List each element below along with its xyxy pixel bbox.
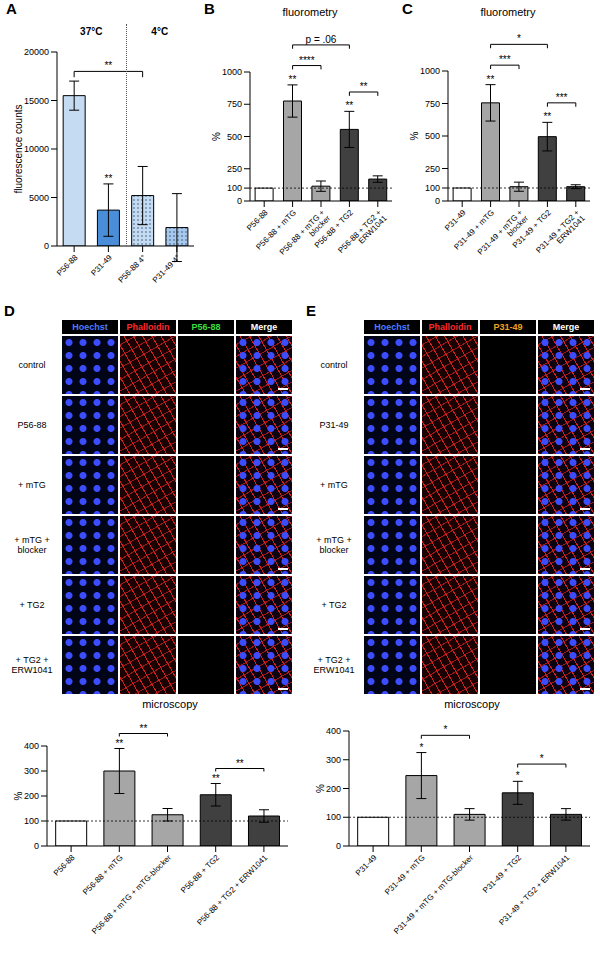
svg-text:P31-49: P31-49 (354, 853, 379, 878)
svg-text:300: 300 (24, 766, 39, 776)
svg-text:*: * (517, 33, 521, 44)
svg-text:**: ** (487, 74, 495, 85)
svg-text:fluorescence counts: fluorescence counts (13, 105, 24, 194)
svg-text:**: ** (140, 723, 148, 734)
svg-text:P31-49 4°: P31-49 4° (151, 253, 183, 285)
svg-text:500: 500 (227, 132, 242, 142)
svg-text:%: % (13, 791, 24, 800)
svg-text:*: * (516, 770, 520, 781)
svg-text:*: * (443, 724, 447, 735)
svg-text:***: *** (556, 92, 568, 103)
svg-text:0: 0 (336, 841, 341, 851)
svg-text:P31-49 + TG2: P31-49 + TG2 (481, 853, 523, 895)
svg-text:250: 250 (425, 164, 440, 174)
svg-text:P56-88 + mTG: P56-88 + mTG (81, 853, 125, 897)
svg-text:5000: 5000 (29, 193, 49, 203)
svg-text:1000: 1000 (420, 66, 440, 76)
svg-text:400: 400 (326, 726, 341, 736)
svg-text:10000: 10000 (24, 144, 49, 154)
svg-text:200: 200 (24, 791, 39, 801)
svg-text:**: ** (212, 773, 220, 784)
svg-text:0: 0 (44, 241, 49, 251)
svg-text:**: ** (236, 758, 244, 769)
svg-text:0: 0 (34, 841, 39, 851)
svg-text:P56-88 4°: P56-88 4° (116, 253, 148, 285)
svg-text:***: *** (499, 54, 511, 65)
svg-text:100: 100 (24, 816, 39, 826)
svg-text:20000: 20000 (24, 47, 49, 57)
svg-text:**: ** (115, 738, 123, 749)
svg-text:**: ** (360, 81, 368, 92)
svg-text:p = .06: p = .06 (306, 34, 337, 45)
svg-text:*: * (540, 753, 544, 764)
svg-text:P31-49: P31-49 (443, 208, 468, 233)
svg-text:P56-88 + TG2 + ERW1041: P56-88 + TG2 + ERW1041 (195, 853, 269, 927)
svg-text:*: * (419, 742, 423, 753)
svg-text:P56-88: P56-88 (55, 253, 80, 278)
svg-text:%: % (409, 131, 420, 140)
svg-text:0: 0 (435, 196, 440, 206)
svg-text:P31-49 + TG2 + ERW1041: P31-49 + TG2 + ERW1041 (497, 853, 571, 927)
svg-text:**: ** (105, 173, 113, 184)
svg-text:100: 100 (326, 812, 341, 822)
svg-text:P31-49: P31-49 (89, 253, 114, 278)
svg-text:0: 0 (237, 196, 242, 206)
svg-text:**: ** (289, 74, 297, 85)
svg-text:750: 750 (425, 99, 440, 109)
svg-text:%: % (211, 132, 222, 141)
svg-text:****: **** (299, 55, 315, 66)
svg-text:P31-49 + TG2 +ERW1041: P31-49 + TG2 +ERW1041 (534, 208, 587, 261)
svg-text:**: ** (104, 60, 112, 71)
svg-text:200: 200 (326, 784, 341, 794)
svg-text:300: 300 (326, 755, 341, 765)
svg-text:**: ** (345, 100, 353, 111)
svg-text:P56-88: P56-88 (52, 853, 77, 878)
svg-text:P31-49 + mTG + mTG-blocker: P31-49 + mTG + mTG-blocker (392, 853, 475, 936)
svg-text:P56-88 + mTG + mTG-blocker: P56-88 + mTG + mTG-blocker (90, 853, 173, 936)
svg-text:100: 100 (227, 183, 242, 193)
svg-text:P56-88 + TG2: P56-88 + TG2 (179, 853, 221, 895)
svg-text:1000: 1000 (222, 67, 242, 77)
svg-text:400: 400 (24, 741, 39, 751)
svg-text:500: 500 (425, 131, 440, 141)
svg-text:750: 750 (227, 99, 242, 109)
svg-text:P56-88: P56-88 (245, 208, 270, 233)
svg-text:P56-88 + TG2 +ERW1041: P56-88 + TG2 +ERW1041 (336, 208, 389, 261)
svg-text:%: % (315, 784, 326, 793)
svg-text:P31-49 + mTG: P31-49 + mTG (383, 853, 427, 897)
svg-text:**: ** (543, 111, 551, 122)
svg-text:250: 250 (227, 164, 242, 174)
svg-text:100: 100 (425, 183, 440, 193)
svg-text:15000: 15000 (24, 96, 49, 106)
